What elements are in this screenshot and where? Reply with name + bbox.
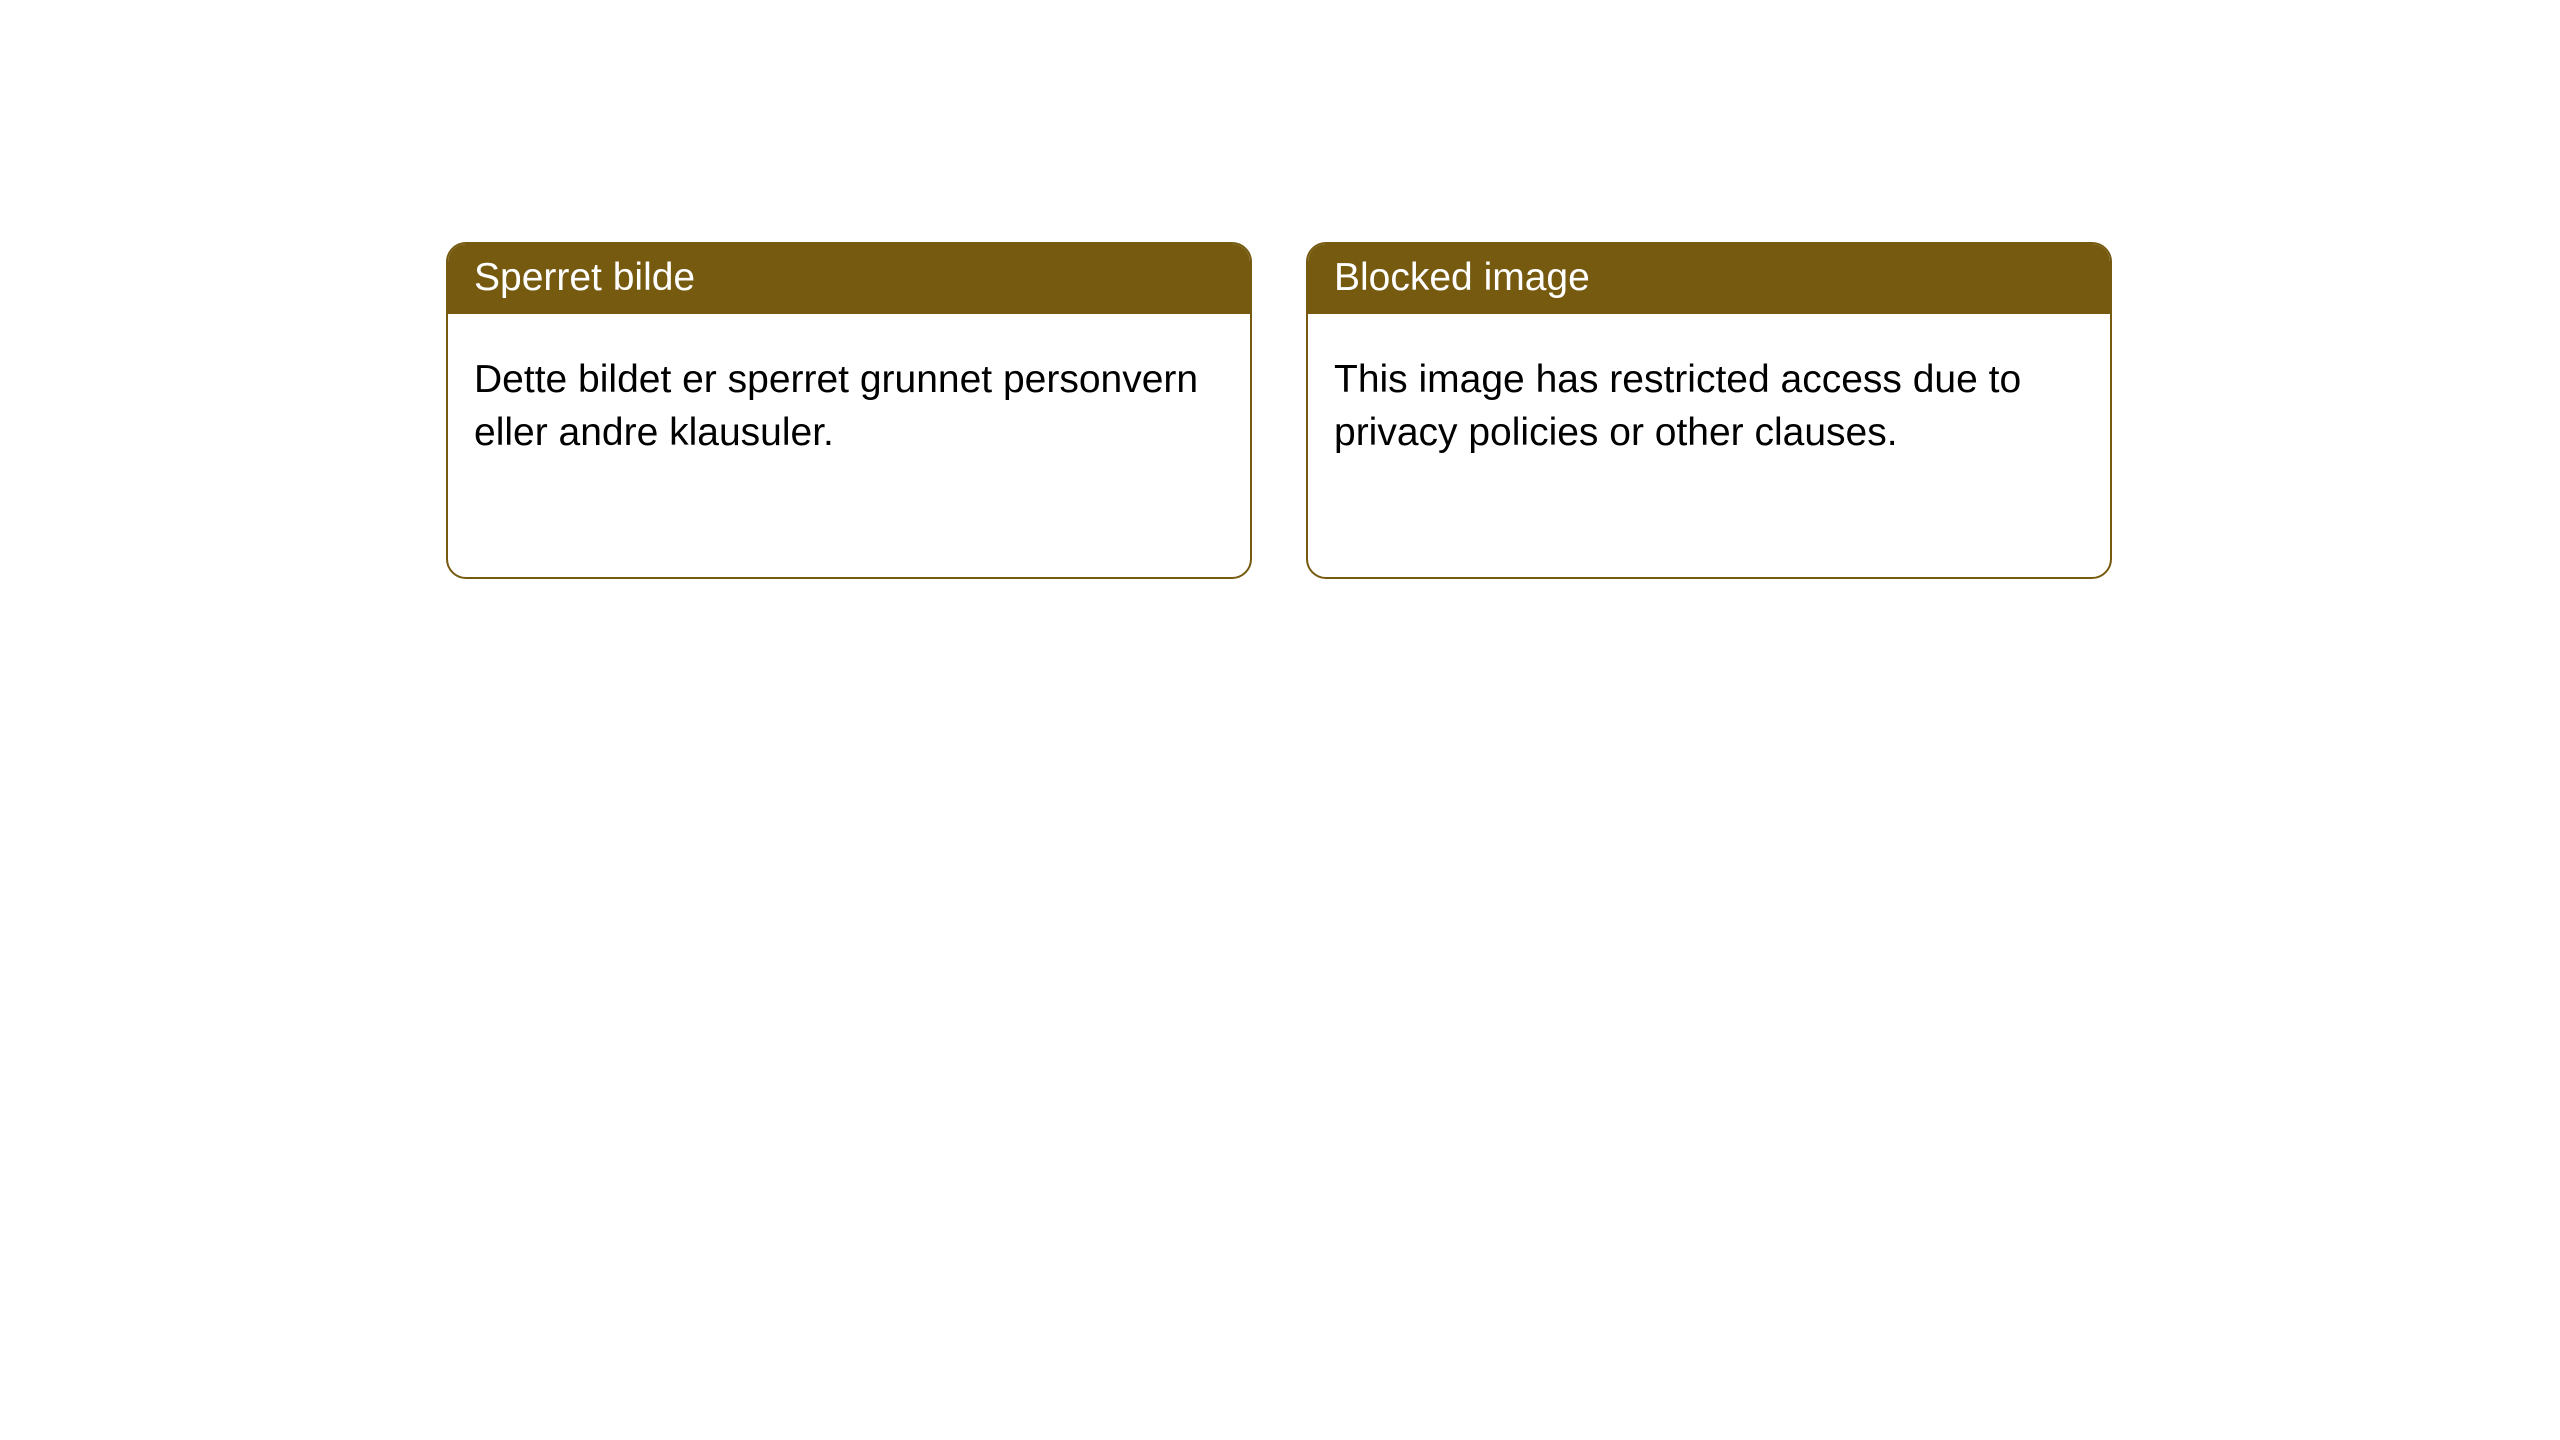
notice-card-body: Dette bildet er sperret grunnet personve…: [448, 314, 1250, 499]
notice-container: Sperret bilde Dette bildet er sperret gr…: [0, 0, 2560, 579]
notice-card-title: Blocked image: [1308, 244, 2110, 314]
notice-card-title: Sperret bilde: [448, 244, 1250, 314]
notice-card-body: This image has restricted access due to …: [1308, 314, 2110, 499]
notice-card-norwegian: Sperret bilde Dette bildet er sperret gr…: [446, 242, 1252, 579]
notice-card-english: Blocked image This image has restricted …: [1306, 242, 2112, 579]
